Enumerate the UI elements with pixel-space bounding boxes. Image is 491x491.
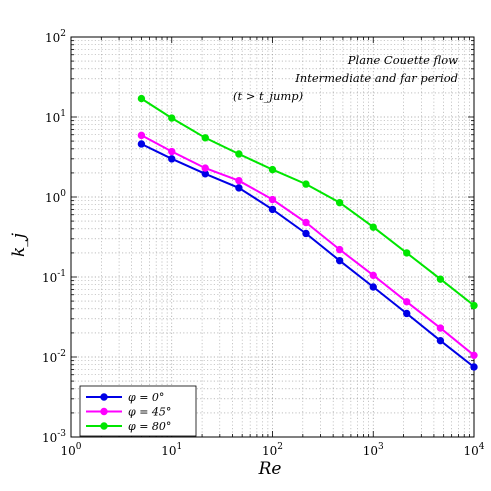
y-tick-label: 10-2 xyxy=(42,349,66,365)
data-point xyxy=(137,140,146,148)
data-point xyxy=(335,198,344,207)
data-point xyxy=(137,94,146,103)
data-point xyxy=(235,150,243,158)
y-tick-label: 102 xyxy=(45,29,66,45)
legend-label: φ = 80° xyxy=(128,420,171,433)
legend-marker xyxy=(100,407,108,416)
y-tick-label: 101 xyxy=(45,109,66,125)
data-point xyxy=(302,180,310,188)
data-point xyxy=(470,363,478,371)
data-point xyxy=(235,176,243,185)
annotation-line-2: Intermediate and far period xyxy=(294,71,458,85)
data-point xyxy=(403,309,411,318)
data-point xyxy=(403,298,411,306)
data-point xyxy=(302,218,310,227)
legend-label: φ = 45° xyxy=(128,406,171,419)
data-point xyxy=(369,223,377,231)
data-point xyxy=(201,164,209,172)
data-point xyxy=(436,336,445,345)
legend-label: φ = 0° xyxy=(128,391,164,404)
x-tick-label: 103 xyxy=(363,442,384,458)
y-tick-label: 10-3 xyxy=(42,429,66,445)
annotation-line-3: (t > t_jump) xyxy=(233,89,303,103)
x-tick-label: 101 xyxy=(161,442,182,458)
x-tick-label: 104 xyxy=(463,442,484,458)
data-point xyxy=(302,229,310,238)
x-axis-title: Re xyxy=(258,459,282,479)
data-point xyxy=(369,283,377,291)
ticks xyxy=(70,36,475,438)
data-point xyxy=(403,249,411,257)
y-axis-title: k_j xyxy=(9,232,29,257)
data-point xyxy=(168,114,176,122)
data-point xyxy=(168,155,176,163)
data-point xyxy=(268,205,277,214)
data-point xyxy=(470,301,478,310)
data-point xyxy=(369,271,377,280)
annotation-line-1: Plane Couette flow xyxy=(347,53,458,67)
data-point xyxy=(137,131,146,140)
data-point xyxy=(168,147,176,156)
tick-labels: 100 101 102 103 104 10-3 10-2 10-1 100 101 102 xyxy=(42,29,485,458)
grid xyxy=(71,37,474,437)
data-point xyxy=(335,256,344,265)
data-point xyxy=(235,184,243,192)
y-tick-label: 10-1 xyxy=(42,269,66,285)
annotation: Plane Couette flow Intermediate and far … xyxy=(233,53,458,103)
series-layer xyxy=(137,94,478,371)
data-point xyxy=(335,245,344,254)
data-point xyxy=(201,134,209,142)
y-tick-label: 100 xyxy=(45,189,66,205)
legend: φ = 0° φ = 45°φ = 80° xyxy=(79,385,197,437)
legend-marker xyxy=(100,422,108,430)
data-point xyxy=(470,351,478,360)
legend-marker xyxy=(100,393,108,401)
data-point xyxy=(268,195,277,204)
data-point xyxy=(436,275,445,283)
x-tick-label: 100 xyxy=(60,442,81,458)
data-point xyxy=(436,324,445,332)
x-tick-label: 102 xyxy=(262,442,283,458)
data-point xyxy=(268,165,277,174)
